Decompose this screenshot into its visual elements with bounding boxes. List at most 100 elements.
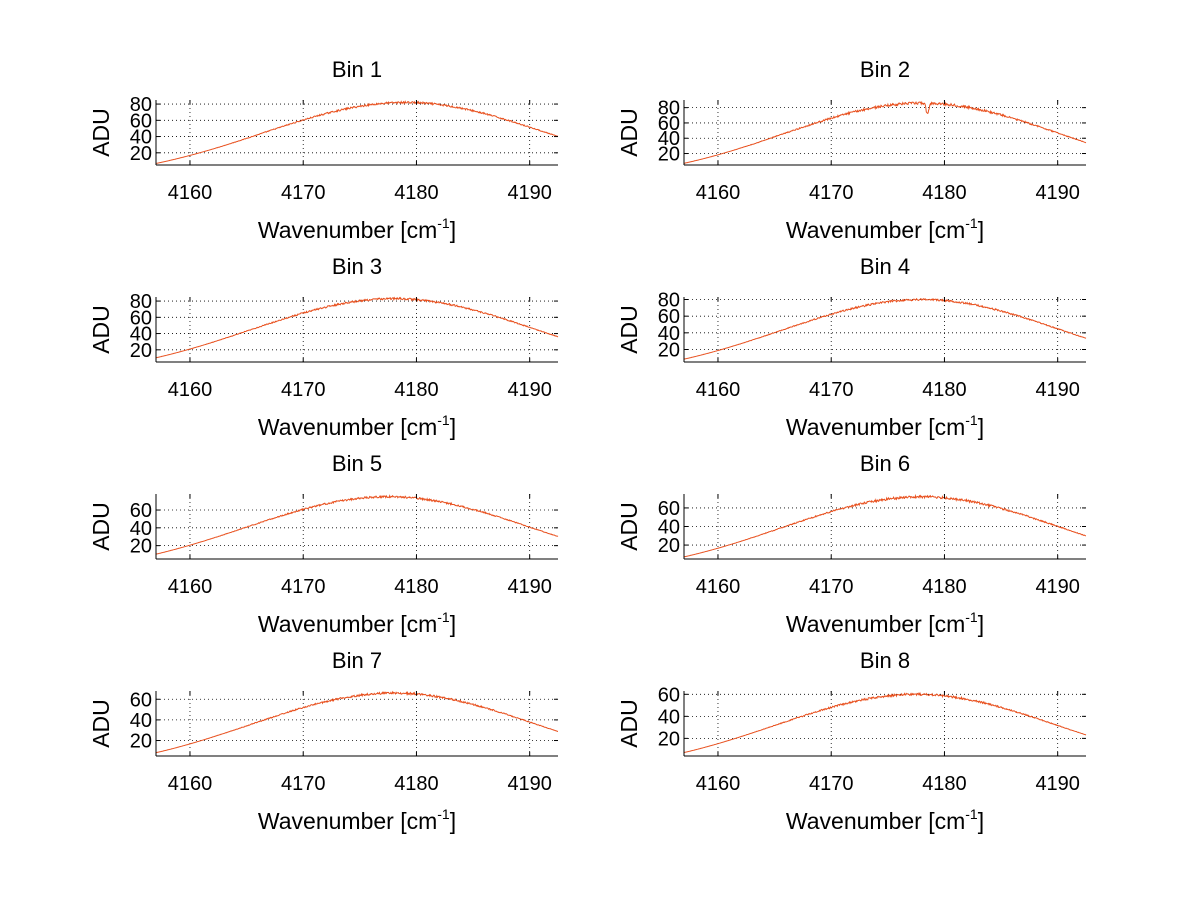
y-axis-label: ADU (88, 699, 114, 748)
x-tick-label: 4180 (922, 182, 967, 204)
y-tick-label: 40 (658, 128, 680, 150)
y-tick-label: 20 (130, 340, 152, 362)
x-tick-label: 4170 (809, 773, 854, 795)
subplot-title: Bin 3 (332, 254, 382, 279)
spectrum-line (155, 690, 558, 754)
y-tick-label: 60 (658, 306, 680, 328)
spectrum-line (155, 494, 559, 555)
y-tick-label: 60 (658, 684, 680, 706)
x-axis-label: Wavenumber [cm-1] (786, 806, 984, 834)
plot-area (684, 100, 1086, 165)
x-tick-label: 4180 (394, 773, 439, 795)
y-axis-label: ADU (616, 305, 642, 354)
y-axis-label: ADU (616, 108, 642, 157)
x-tick-label: 4160 (696, 576, 741, 598)
x-tick-label: 4160 (168, 379, 213, 401)
x-axis-label: Wavenumber [cm-1] (258, 412, 456, 440)
x-tick-label: 4180 (922, 379, 967, 401)
plot-area (156, 100, 558, 165)
x-tick-label: 4170 (809, 379, 854, 401)
spectrum-line (683, 691, 1087, 754)
x-axis-label: Wavenumber [cm-1] (786, 412, 984, 440)
x-tick-label: 4170 (809, 576, 854, 598)
x-tick-label: 4190 (1035, 773, 1080, 795)
y-tick-label: 80 (130, 94, 152, 116)
y-tick-label: 60 (130, 307, 152, 329)
subplot-title: Bin 4 (860, 254, 910, 279)
x-tick-label: 4170 (281, 379, 326, 401)
y-tick-label: 40 (130, 127, 152, 149)
x-tick-label: 4160 (168, 773, 213, 795)
y-tick-label: 40 (130, 324, 152, 346)
x-tick-label: 4160 (168, 576, 213, 598)
x-tick-label: 4190 (507, 379, 552, 401)
y-axis-label: ADU (88, 502, 114, 551)
x-tick-label: 4180 (394, 182, 439, 204)
plot-area (156, 691, 558, 756)
x-axis-label: Wavenumber [cm-1] (786, 609, 984, 637)
x-tick-label: 4180 (922, 773, 967, 795)
y-tick-label: 60 (130, 689, 152, 711)
y-axis-label: ADU (88, 305, 114, 354)
y-axis-label: ADU (616, 699, 642, 748)
subplot-title: Bin 8 (860, 648, 910, 673)
x-axis-label: Wavenumber [cm-1] (258, 806, 456, 834)
y-tick-label: 40 (130, 518, 152, 540)
y-tick-label: 20 (658, 728, 680, 750)
y-tick-label: 40 (658, 517, 680, 539)
subplot-title: Bin 6 (860, 451, 910, 476)
plot-area (684, 691, 1086, 756)
subplot-title: Bin 7 (332, 648, 382, 673)
spectrum-line (155, 296, 559, 359)
y-tick-label: 20 (130, 731, 152, 753)
y-tick-label: 80 (130, 291, 152, 313)
plot-area (156, 494, 558, 559)
x-tick-label: 4160 (696, 182, 741, 204)
x-tick-label: 4190 (1035, 576, 1080, 598)
y-tick-label: 20 (658, 340, 680, 362)
x-tick-label: 4170 (809, 182, 854, 204)
x-tick-label: 4180 (394, 576, 439, 598)
spectrum-line (683, 297, 1087, 360)
subplot-title: Bin 5 (332, 451, 382, 476)
y-tick-label: 20 (658, 535, 680, 557)
y-tick-label: 80 (658, 98, 680, 120)
y-tick-label: 20 (658, 144, 680, 166)
y-axis-label: ADU (88, 108, 114, 157)
x-tick-label: 4190 (507, 182, 552, 204)
spectrum-line (155, 100, 559, 164)
x-tick-label: 4170 (281, 182, 326, 204)
y-tick-label: 60 (658, 113, 680, 135)
x-tick-label: 4190 (507, 773, 552, 795)
y-axis-label: ADU (616, 502, 642, 551)
y-tick-label: 40 (658, 706, 680, 728)
subplot-title: Bin 2 (860, 57, 910, 82)
x-tick-label: 4160 (168, 182, 213, 204)
x-tick-label: 4170 (281, 576, 326, 598)
y-tick-label: 60 (130, 110, 152, 132)
x-axis-label: Wavenumber [cm-1] (258, 609, 456, 637)
spectrum-line (683, 493, 1086, 558)
x-tick-label: 4180 (922, 576, 967, 598)
y-tick-label: 20 (130, 143, 152, 165)
x-tick-label: 4190 (507, 576, 552, 598)
y-tick-label: 60 (130, 500, 152, 522)
y-tick-label: 20 (130, 536, 152, 558)
x-tick-label: 4160 (696, 379, 741, 401)
plot-area (156, 297, 558, 362)
x-tick-label: 4190 (1035, 379, 1080, 401)
y-tick-label: 40 (130, 710, 152, 732)
y-tick-label: 80 (658, 290, 680, 312)
x-tick-label: 4160 (696, 773, 741, 795)
x-tick-label: 4190 (1035, 182, 1080, 204)
y-tick-label: 40 (658, 323, 680, 345)
x-axis-label: Wavenumber [cm-1] (786, 215, 984, 243)
x-tick-label: 4180 (394, 379, 439, 401)
